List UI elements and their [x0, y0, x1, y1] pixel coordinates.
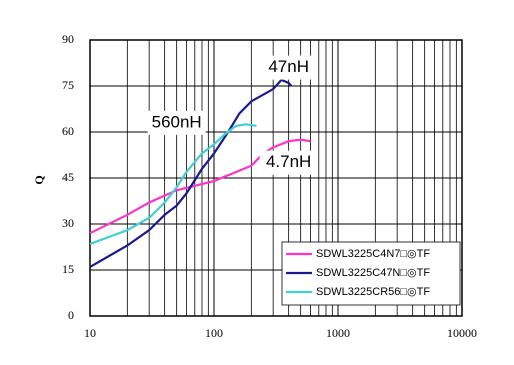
- legend-label: SDWL3225C4N7□◎TF: [316, 248, 430, 260]
- legend-label: SDWL3225C47N□◎TF: [316, 267, 430, 279]
- annotation-box: [147, 110, 206, 135]
- annotation: 47nH: [268, 57, 309, 76]
- y-tick-label: 60: [62, 124, 74, 138]
- annotation-box: [259, 150, 318, 175]
- annotation: 4.7nH: [266, 152, 311, 171]
- plot-frame: [89, 39, 463, 317]
- y-tick-label: 30: [62, 216, 74, 230]
- annotation: 560nH: [152, 112, 202, 131]
- y-tick-label: 45: [62, 170, 74, 184]
- y-tick-label: 90: [62, 32, 74, 46]
- x-tick-label: 1000: [326, 326, 350, 340]
- series-line: [89, 78, 293, 268]
- series-line: [89, 138, 311, 235]
- y-axis-label: Q: [32, 175, 46, 184]
- y-tick-label: 15: [62, 262, 74, 276]
- legend-label: SDWL3225CR56□◎TF: [316, 286, 430, 298]
- x-tick-label: 10: [84, 326, 96, 340]
- x-tick-label: 10000: [447, 326, 477, 340]
- x-tick-label: 100: [205, 326, 223, 340]
- y-tick-label: 75: [62, 78, 74, 92]
- y-tick-label: 0: [68, 308, 74, 322]
- annotation-box: [264, 55, 313, 80]
- series-line: [89, 123, 257, 245]
